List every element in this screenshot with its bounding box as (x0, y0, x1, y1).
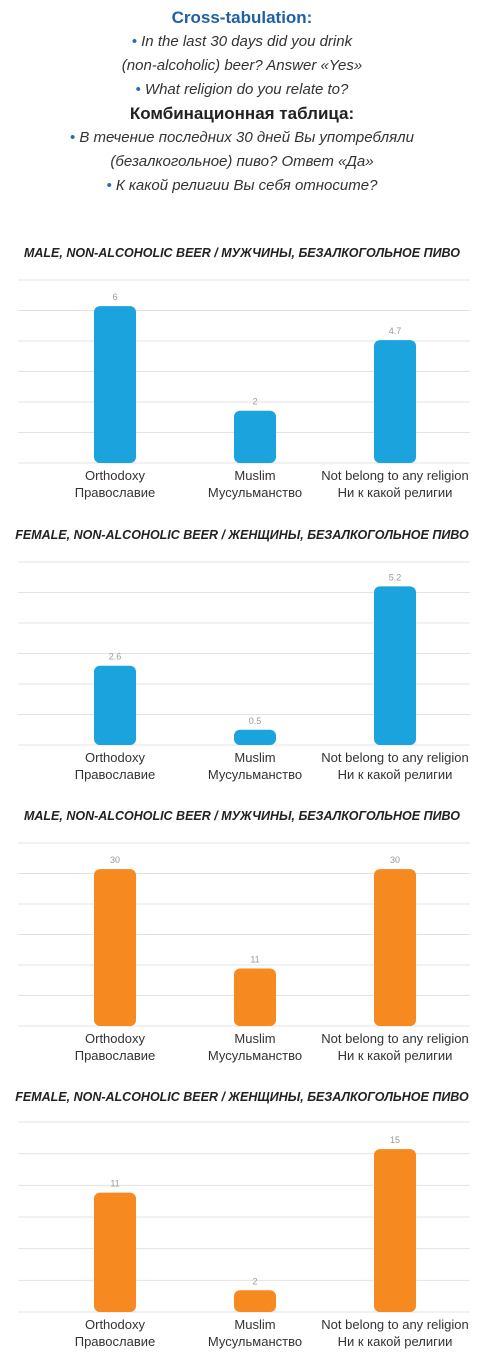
bar (234, 1290, 276, 1312)
category-label-ru: Ни к какой религии (338, 485, 453, 500)
bullet-icon: • (135, 81, 141, 98)
bar (374, 586, 416, 745)
header-title-en: Cross-tabulation: (171, 8, 313, 27)
category-label-ru: Ни к какой религии (338, 767, 453, 782)
category-label-en: Not belong to any religion (321, 468, 468, 483)
data-label: 30 (390, 855, 400, 865)
category-label-en: Orthodoxy (85, 468, 145, 483)
data-label: 2.6 (109, 652, 122, 662)
header-question-2-ru: • К какой религии Вы себя относите? (0, 174, 484, 198)
bar (94, 1192, 136, 1312)
header-question-2-en: • What religion do you relate to? (0, 78, 484, 102)
category-label-ru: Мусульманство (208, 1048, 302, 1063)
bar-chart: 6 Orthodoxy Православие 2 Muslim Мусульманств… (18, 279, 470, 500)
bar-chart: 2.6 Orthodoxy Православие 0.5 Muslim Мусульма… (18, 561, 470, 782)
data-label: 30 (110, 855, 120, 865)
category-label-ru: Мусульманство (208, 485, 302, 500)
header-q2-en-text: What religion do you relate to? (144, 81, 349, 98)
header-q2-ru-text: К какой религии Вы себя относите? (115, 177, 378, 194)
category-label-en: Muslim (234, 1031, 275, 1046)
category-label-en: Orthodoxy (85, 750, 145, 765)
bar (94, 306, 136, 463)
category-label-en: Orthodoxy (85, 1031, 145, 1046)
data-label: 2 (252, 397, 257, 407)
data-label: 5.2 (389, 572, 402, 582)
category-label-en: Orthodoxy (85, 1317, 145, 1332)
category-label-ru: Православие (75, 767, 156, 782)
chart-title: MALE, NON-ALCOHOLIC BEER / МУЖЧИНЫ, БЕЗА… (23, 809, 460, 823)
category-label-ru: Ни к какой религии (338, 1048, 453, 1063)
bar (374, 1149, 416, 1312)
chart-female-nonalcoholic-blue: FEMALE, NON-ALCOHOLIC BEER / ЖЕНЩИНЫ, БЕ… (0, 522, 484, 792)
category-label-en: Muslim (234, 750, 275, 765)
header-question-1-line-2-ru: (безалкогольное) пиво? Ответ «Да» (110, 153, 374, 170)
chart-title: MALE, NON-ALCOHOLIC BEER / МУЖЧИНЫ, БЕЗА… (23, 246, 460, 260)
category-label-ru: Ни к какой религии (338, 1334, 453, 1349)
header: Cross-tabulation: • In the last 30 days d… (0, 0, 484, 198)
bullet-icon: • (70, 129, 76, 146)
data-label: 4.7 (389, 326, 402, 336)
chart-male-nonalcoholic-blue: MALE, NON-ALCOHOLIC BEER / МУЖЧИНЫ, БЕЗА… (0, 240, 484, 510)
bar-chart: 30 Orthodoxy Православие 11 Muslim Мусульманс… (18, 842, 470, 1063)
data-label: 0.5 (249, 716, 262, 726)
header-title-ru: Комбинационная таблица: (129, 104, 355, 123)
category-label-ru: Православие (75, 485, 156, 500)
bar (94, 665, 136, 745)
chart-female-nonalcoholic-orange: FEMALE, NON-ALCOHOLIC BEER / ЖЕНЩИНЫ, БЕ… (0, 1086, 484, 1361)
header-question-1-line-2-en: (non-alcoholic) beer? Answer «Yes» (121, 57, 363, 74)
bar-chart: 11 Orthodoxy Православие 2 Muslim Мусульманст… (18, 1121, 470, 1349)
bullet-icon: • (131, 33, 138, 50)
bar (234, 968, 276, 1026)
bar (374, 869, 416, 1026)
bar (234, 729, 276, 745)
category-label-ru: Мусульманство (208, 767, 302, 782)
category-label-ru: Православие (75, 1334, 156, 1349)
bar (374, 340, 416, 463)
data-label: 6 (112, 292, 117, 302)
category-label-ru: Православие (75, 1048, 156, 1063)
bar (94, 869, 136, 1026)
category-label-ru: Мусульманство (208, 1334, 302, 1349)
category-label-en: Muslim (234, 468, 275, 483)
data-label: 15 (390, 1135, 400, 1145)
category-label-en: Not belong to any religion (321, 750, 468, 765)
header-q1-line1-ru-text: В течение последних 30 дней Вы употребля… (79, 129, 414, 146)
category-label-en: Muslim (234, 1317, 275, 1332)
header-q1-line1-en-text: In the last 30 days did you drink (141, 33, 353, 50)
bar (234, 410, 276, 463)
chart-title: FEMALE, NON-ALCOHOLIC BEER / ЖЕНЩИНЫ, БЕ… (15, 1090, 469, 1104)
header-question-1-line-1-en: • In the last 30 days did you drink (0, 30, 484, 54)
bullet-icon: • (106, 177, 112, 194)
header-question-1-line-1-ru: • В течение последних 30 дней Вы употребл… (0, 126, 484, 150)
data-label: 11 (250, 954, 259, 964)
category-label-en: Not belong to any religion (321, 1031, 468, 1046)
data-label: 11 (110, 1179, 119, 1189)
category-label-en: Not belong to any religion (321, 1317, 468, 1332)
data-label: 2 (252, 1276, 257, 1286)
chart-male-nonalcoholic-orange: MALE, NON-ALCOHOLIC BEER / МУЖЧИНЫ, БЕЗА… (0, 803, 484, 1073)
chart-title: FEMALE, NON-ALCOHOLIC BEER / ЖЕНЩИНЫ, БЕ… (15, 528, 469, 542)
